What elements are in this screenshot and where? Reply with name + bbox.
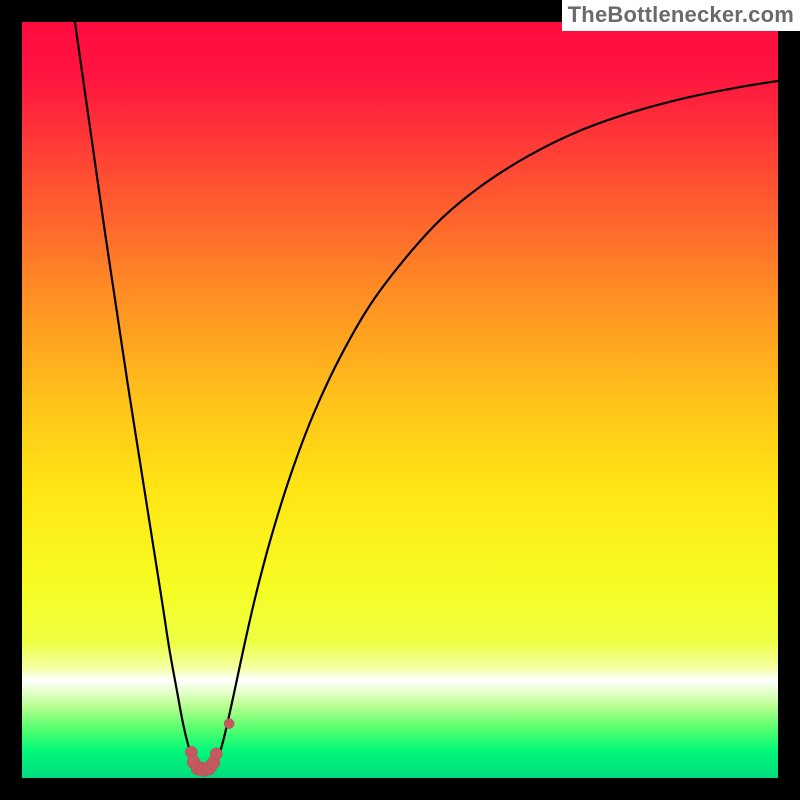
- optimum-marker: [210, 748, 222, 760]
- optimum-marker: [224, 719, 234, 729]
- chart-container: TheBottlenecker.com: [0, 0, 800, 800]
- bottleneck-chart: [0, 0, 800, 800]
- plot-gradient-background: [22, 22, 778, 778]
- watermark-label: TheBottlenecker.com: [562, 0, 800, 31]
